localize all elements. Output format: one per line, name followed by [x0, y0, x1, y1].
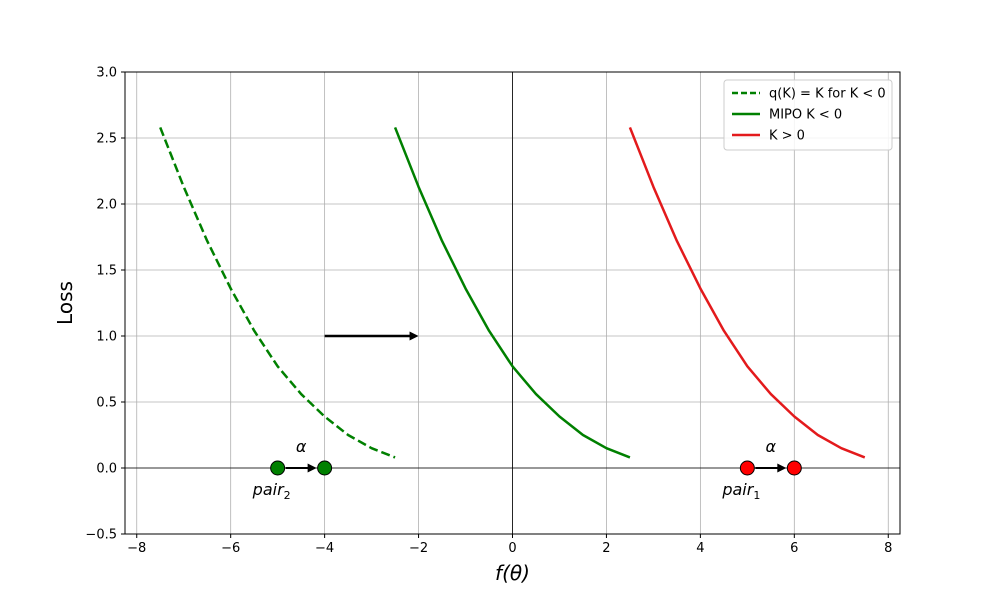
series-line-2: [628, 126, 866, 459]
pair-arrow-0-head: [307, 463, 317, 473]
series-line-0: [159, 126, 396, 459]
x-tick-label-0: −8: [127, 541, 146, 556]
y-tick-label-6: 2.5: [96, 132, 117, 147]
series-line-1: [393, 126, 631, 459]
x-tick-label-7: 6: [790, 541, 798, 556]
shift-arrow: [324, 331, 419, 341]
legend: q(K) = K for K < 0 MIPO K < 0 K > 0: [723, 79, 893, 151]
x-axis-label: f(θ): [495, 561, 530, 585]
alpha-label-0: α: [296, 437, 307, 456]
pair-point-2: [739, 460, 755, 476]
pair-arrow-1: [755, 463, 787, 473]
x-tick-label-5: 2: [602, 541, 610, 556]
x-tick-label-8: 8: [884, 541, 892, 556]
annotation-layer: α α pair2 pair1: [252, 437, 777, 502]
pair-label-0: pair2: [252, 480, 291, 502]
y-tick-label-7: 3.0: [96, 66, 117, 81]
y-tick-label-5: 2.0: [96, 198, 117, 213]
x-tick-label-4: 0: [508, 541, 516, 556]
axis-ticks: −8 −6 −4 −2 0 2 4 6 8 −0.5 0.0 0.5 1.0 1.5 2.0 2.5 3.0: [85, 66, 892, 557]
pair-arrow-1-head: [777, 463, 787, 473]
y-tick-label-4: 1.5: [96, 264, 117, 279]
points-layer: [270, 460, 802, 476]
legend-label-0: q(K) = K for K < 0: [769, 87, 886, 102]
series-layer: [159, 126, 866, 459]
y-tick-label-1: 0.0: [96, 462, 117, 477]
y-tick-label-3: 1.0: [96, 330, 117, 345]
pair-label-subscript-0: 2: [284, 489, 291, 502]
x-tick-label-1: −6: [221, 541, 240, 556]
alpha-label-1: α: [766, 437, 777, 456]
y-tick-label-0: −0.5: [85, 528, 117, 543]
pair-point-3: [786, 460, 802, 476]
y-tick-label-2: 0.5: [96, 396, 117, 411]
pair-point-0: [270, 460, 286, 476]
legend-label-1: MIPO K < 0: [769, 108, 842, 123]
pair-point-1: [317, 460, 333, 476]
legend-box: [723, 79, 893, 151]
x-tick-label-6: 4: [696, 541, 704, 556]
pair-label-subscript-1: 1: [753, 489, 760, 502]
pair-arrow-0: [285, 463, 317, 473]
legend-label-2: K > 0: [769, 129, 805, 144]
arrow-layer: [285, 331, 787, 473]
x-tick-label-2: −4: [315, 541, 334, 556]
pair-label-1: pair1: [721, 480, 760, 502]
x-tick-label-3: −2: [409, 541, 428, 556]
y-axis-label: Loss: [53, 281, 77, 325]
shift-arrow-head: [409, 331, 419, 341]
